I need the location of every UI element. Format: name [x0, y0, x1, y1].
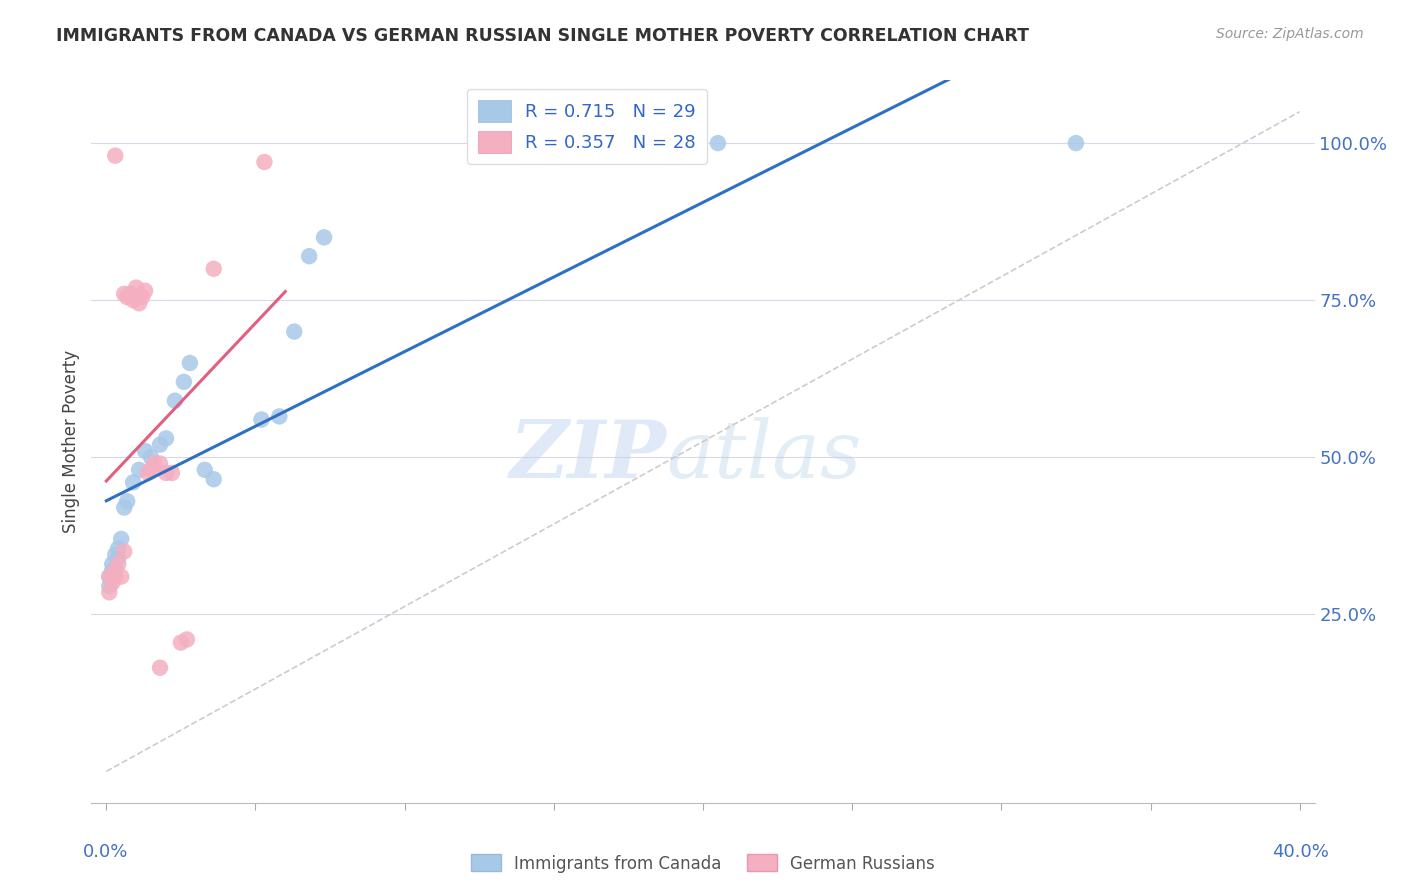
Point: [122, 475, 145, 490]
Point: [104, 563, 127, 577]
Point: [1064, 136, 1087, 150]
Point: [139, 463, 162, 477]
Point: [134, 284, 156, 298]
Point: [128, 296, 150, 310]
Point: [136, 466, 159, 480]
Point: [107, 550, 129, 565]
Point: [176, 632, 198, 647]
Point: [107, 557, 129, 571]
Y-axis label: Single Mother Poverty: Single Mother Poverty: [62, 350, 80, 533]
Point: [139, 450, 162, 465]
Point: [101, 557, 124, 571]
Point: [112, 286, 135, 301]
Point: [122, 293, 145, 308]
Text: Source: ZipAtlas.com: Source: ZipAtlas.com: [1216, 27, 1364, 41]
Point: [143, 457, 166, 471]
Point: [202, 261, 225, 276]
Point: [104, 563, 127, 577]
Point: [170, 635, 193, 649]
Point: [98, 585, 121, 599]
Point: [104, 149, 127, 163]
Point: [155, 466, 177, 480]
Point: [163, 393, 186, 408]
Point: [155, 431, 177, 445]
Point: [707, 136, 730, 150]
Point: [112, 544, 135, 558]
Text: 0.0%: 0.0%: [83, 843, 128, 861]
Point: [250, 412, 273, 426]
Point: [110, 569, 132, 583]
Point: [112, 500, 135, 515]
Point: [149, 457, 172, 471]
Point: [115, 494, 138, 508]
Point: [202, 472, 225, 486]
Point: [101, 563, 124, 577]
Point: [314, 230, 336, 244]
Point: [179, 356, 201, 370]
Text: IMMIGRANTS FROM CANADA VS GERMAN RUSSIAN SINGLE MOTHER POVERTY CORRELATION CHART: IMMIGRANTS FROM CANADA VS GERMAN RUSSIAN…: [56, 27, 1029, 45]
Point: [134, 444, 156, 458]
Point: [128, 463, 150, 477]
Point: [253, 155, 276, 169]
Point: [104, 569, 127, 583]
Point: [149, 661, 172, 675]
Point: [194, 463, 217, 477]
Point: [98, 579, 121, 593]
Point: [283, 325, 305, 339]
Point: [98, 569, 121, 583]
Point: [149, 438, 172, 452]
Point: [125, 280, 148, 294]
Text: atlas: atlas: [666, 417, 862, 495]
Text: 40.0%: 40.0%: [1272, 843, 1329, 861]
Point: [269, 409, 291, 424]
Point: [120, 286, 142, 301]
Point: [160, 466, 183, 480]
Point: [104, 548, 127, 562]
Point: [298, 249, 321, 263]
Point: [107, 541, 129, 556]
Legend: Immigrants from Canada, German Russians: Immigrants from Canada, German Russians: [464, 847, 942, 880]
Point: [115, 290, 138, 304]
Point: [131, 290, 153, 304]
Point: [173, 375, 195, 389]
Text: ZIP: ZIP: [509, 417, 666, 495]
Legend: R = 0.715   N = 29, R = 0.357   N = 28: R = 0.715 N = 29, R = 0.357 N = 28: [467, 89, 707, 164]
Point: [101, 575, 124, 590]
Point: [110, 532, 132, 546]
Point: [98, 569, 121, 583]
